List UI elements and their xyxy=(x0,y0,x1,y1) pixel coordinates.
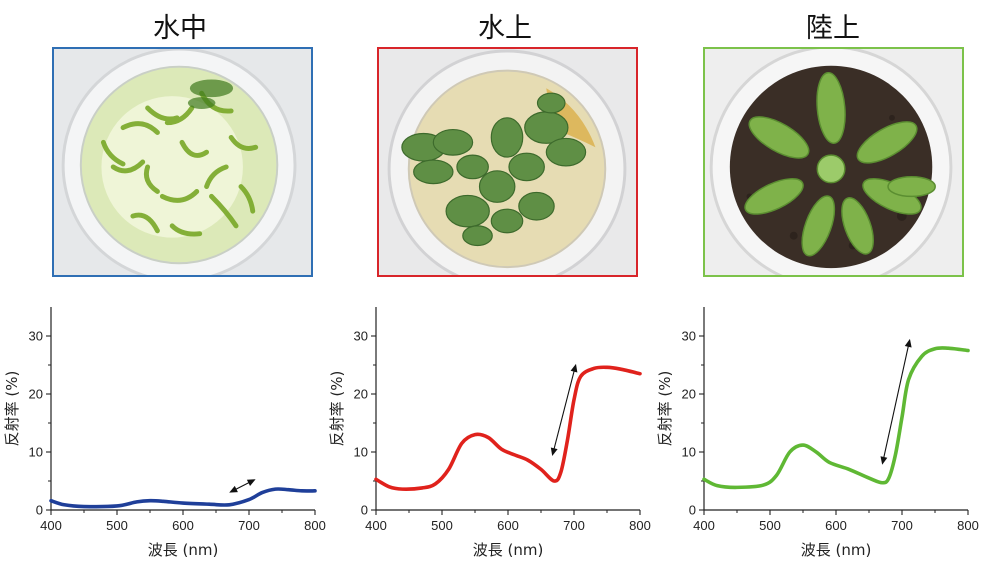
double-arrow-annotation xyxy=(229,479,256,493)
x-tick-label: 700 xyxy=(238,518,260,533)
arrow-head xyxy=(246,479,256,486)
x-tick-label: 800 xyxy=(304,518,326,533)
panel-submerged: 水中 400 500 600 700 800 0 10 20 30 波長 (nm) 反射率 (%) xyxy=(3,0,330,563)
arrow-head xyxy=(229,485,238,493)
x-tick-label: 600 xyxy=(825,518,847,533)
arrow-shaft xyxy=(553,369,575,450)
arrow-shaft xyxy=(883,345,910,459)
reflectance-chart-submerged: 400 500 600 700 800 0 10 20 30 波長 (nm) 反射率 (%) xyxy=(3,307,326,559)
x-tick-label: 800 xyxy=(629,518,651,533)
x-tick-label: 400 xyxy=(40,518,62,533)
y-tick-label: 30 xyxy=(354,329,368,344)
panel-title: 水上 xyxy=(478,13,532,44)
y-axis-title: 反射率 (%) xyxy=(3,371,21,447)
arrow-head xyxy=(880,456,888,465)
reflectance-chart-emergent: 400 500 600 700 800 0 10 20 30 波長 (nm) 反射率 (%) xyxy=(328,307,651,559)
arrow-head xyxy=(904,338,912,348)
x-tick-label: 700 xyxy=(891,518,913,533)
reflectance-series-line xyxy=(374,365,642,491)
submerged-plant-icon xyxy=(54,49,311,275)
photo-frame xyxy=(52,47,313,277)
y-tick-label: 10 xyxy=(29,445,43,460)
x-tick-label: 400 xyxy=(365,518,387,533)
arrow-shaft xyxy=(234,481,251,491)
reflectance-series-line xyxy=(702,346,970,490)
x-tick-label: 500 xyxy=(759,518,781,533)
panel-title: 陸上 xyxy=(806,13,860,44)
y-axis-title: 反射率 (%) xyxy=(656,371,674,447)
y-tick-label: 10 xyxy=(354,445,368,460)
x-tick-label: 500 xyxy=(106,518,128,533)
y-tick-label: 30 xyxy=(682,329,696,344)
x-axis-title: 波長 (nm) xyxy=(801,541,872,559)
y-tick-label: 10 xyxy=(682,445,696,460)
reflectance-series-line xyxy=(49,487,317,509)
panel-title: 水中 xyxy=(153,13,207,44)
x-tick-label: 500 xyxy=(431,518,453,533)
x-tick-label: 400 xyxy=(693,518,715,533)
y-tick-label: 0 xyxy=(36,503,43,518)
photo-frame xyxy=(703,47,964,277)
y-tick-label: 0 xyxy=(361,503,368,518)
y-tick-label: 30 xyxy=(29,329,43,344)
y-axis-title: 反射率 (%) xyxy=(328,371,346,447)
photo-frame xyxy=(377,47,638,277)
floating-leaves-icon xyxy=(379,49,636,275)
x-tick-label: 600 xyxy=(172,518,194,533)
x-tick-label: 800 xyxy=(957,518,979,533)
x-axis-title: 波長 (nm) xyxy=(473,541,544,559)
reflectance-chart-terrestrial: 400 500 600 700 800 0 10 20 30 波長 (nm) 反射率 (%) xyxy=(656,307,979,559)
x-axis-title: 波長 (nm) xyxy=(148,541,219,559)
rosette-plant-icon xyxy=(705,49,962,275)
x-tick-label: 600 xyxy=(497,518,519,533)
panel-terrestrial: 陸上 400 500 600 700 800 0 10 20 30 波長 (nm) 反射率 xyxy=(656,0,983,563)
arrow-head xyxy=(550,447,558,457)
double-arrow-annotation xyxy=(880,338,912,465)
double-arrow-annotation xyxy=(550,363,578,457)
panel-emergent: 水上 400 500 600 700 800 0 10 20 30 波長 (nm) 反射率 (%) xyxy=(328,0,655,563)
y-tick-label: 20 xyxy=(682,387,696,402)
y-tick-label: 0 xyxy=(689,503,696,518)
y-tick-label: 20 xyxy=(29,387,43,402)
x-tick-label: 700 xyxy=(563,518,585,533)
y-tick-label: 20 xyxy=(354,387,368,402)
arrow-head xyxy=(570,363,578,373)
